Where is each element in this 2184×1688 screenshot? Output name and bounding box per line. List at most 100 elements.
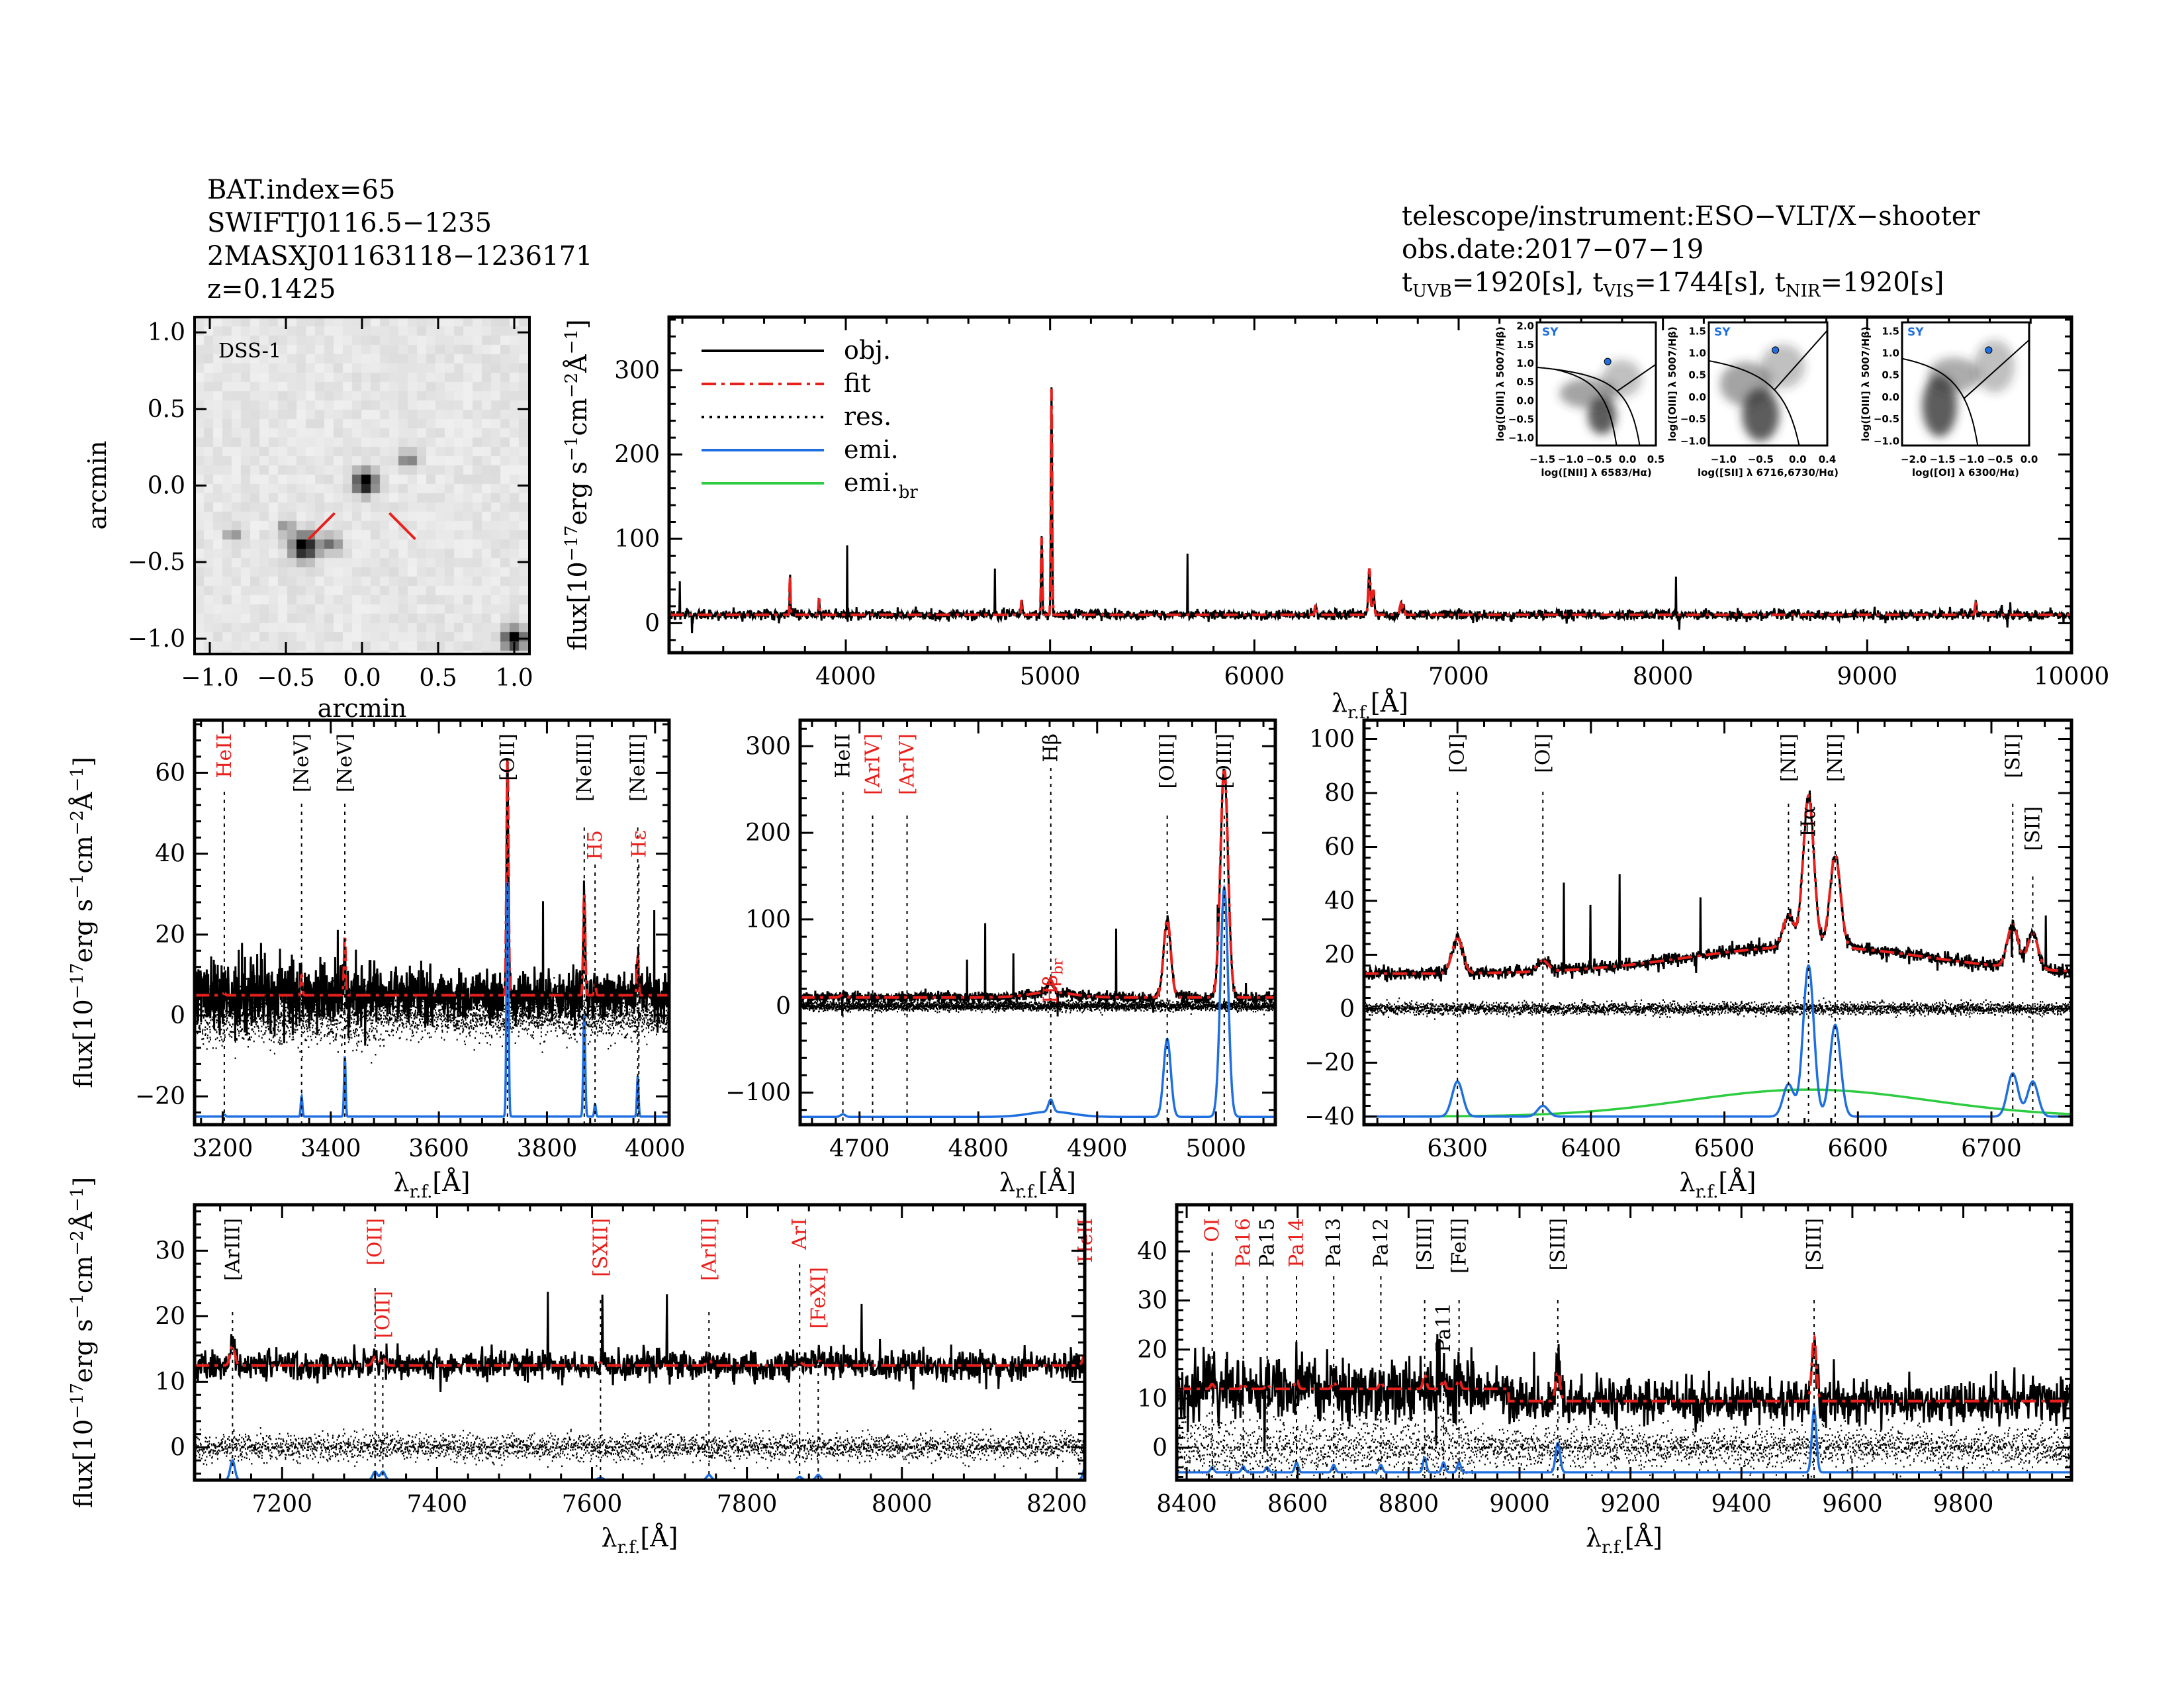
seyfert-liner-line — [1963, 339, 2029, 399]
bpt-x-tick-label: 0.5 — [1647, 453, 1665, 465]
x-tick-label: 9000 — [1837, 663, 1898, 690]
residual-points — [195, 1427, 1085, 1470]
exp-uvb-band: UVB — [1412, 281, 1452, 301]
bpt-y-tick-label: 0.5 — [1516, 376, 1534, 388]
line-label: [NeIII] — [573, 733, 596, 802]
emi-component — [1364, 964, 2071, 1118]
bpt-diagrams: SY−1.5 −1.0 −0.5 0.0 0.5−1.0−0.50.00.51.01.5… — [1494, 320, 2038, 479]
x-tick-label: 4800 — [948, 1135, 1009, 1162]
bpt-inset-1: SY−1.5 −1.0 −0.5 0.0 0.5−1.0−0.50.00.51.01.5… — [1494, 320, 1665, 479]
x-tick-label: 5000 — [1185, 1135, 1246, 1162]
y-tick-label: 20 — [155, 921, 185, 949]
dss-xlabel: arcmin — [318, 694, 407, 723]
bpt-y-tick-label: −0.5 — [1680, 413, 1706, 425]
line-label: Hβbr — [1040, 959, 1067, 1004]
x-tick-label: 9600 — [1822, 1491, 1883, 1518]
y-tick-label: 0 — [776, 993, 791, 1020]
telescope-instrument: telescope/instrument:ESO−VLT/X−shooter — [1402, 201, 1980, 232]
panel-nir: OI Pa16 Pa15 Pa14 Pa13 Pa12 [SIII] Pa11 [FeII] [S… — [1137, 1203, 2073, 1558]
y-tick-label: 0 — [645, 610, 660, 637]
x-tick-label: 7400 — [407, 1491, 468, 1518]
y-tick-label: 10 — [1137, 1385, 1167, 1413]
line-label: [ArIV] — [896, 733, 919, 795]
line-label: [SXII] — [589, 1218, 612, 1277]
redshift: z=0.1425 — [207, 274, 336, 305]
x-tick-label: 6400 — [1561, 1135, 1621, 1162]
line-label: [OI] — [1531, 733, 1555, 773]
bpt-x-tick-label: −1.0 — [1958, 453, 1984, 465]
x-tick-label: 9000 — [1489, 1491, 1550, 1518]
x-tick-label: 7600 — [562, 1491, 623, 1518]
x-tick-label: 8200 — [1026, 1491, 1087, 1518]
exp-vis-band: VIS — [1602, 281, 1634, 301]
x-tick-label: 8000 — [1633, 663, 1694, 690]
exposure-times: tUVB=1920[s], tVIS=1744[s], tNIR=1920[s] — [1402, 267, 1944, 301]
exp-uvb-value: =1920[s], — [1452, 267, 1592, 298]
bpt-x-tick-label: −1.0 — [1558, 453, 1584, 465]
bpt-y-tick-label: −0.5 — [1508, 414, 1534, 426]
dss-y-tick-label: 1.0 — [148, 319, 185, 346]
emi-component — [800, 884, 1275, 1118]
line-label: Pa13 — [1322, 1218, 1345, 1268]
x-tick-label: 3400 — [300, 1135, 361, 1162]
bpt-x-tick-label: −1.5 — [1930, 453, 1956, 465]
y-tick-label: 100 — [1309, 726, 1355, 753]
plot-area — [669, 387, 2071, 633]
seyfert-liner-line — [1617, 363, 1656, 392]
line-label: [ArIV] — [861, 733, 884, 795]
dss-tick — [195, 317, 529, 654]
header-right: telescope/instrument:ESO−VLT/X−shooter o… — [1402, 201, 1980, 301]
y-tick-label: 200 — [745, 820, 791, 847]
bpt-x-label: log([OI] λ 6300/Hα) — [1912, 467, 2019, 479]
exp-vis-t: t — [1592, 267, 1603, 298]
panel-frame — [798, 718, 1277, 1127]
x-tick-label: 6500 — [1694, 1135, 1755, 1162]
residual-points — [1177, 1394, 2071, 1480]
bpt-y-tick-label: 0.0 — [1688, 391, 1706, 403]
line-label: [FeXI] — [807, 1267, 830, 1329]
line-label: Hα — [1797, 806, 1821, 837]
line-label: [OII] — [364, 1218, 387, 1266]
line-label: [SIII] — [1547, 1218, 1570, 1271]
swift-name: SWIFTJ0116.5−1235 — [207, 208, 492, 238]
dss-y-tick-label: 0.0 — [148, 473, 185, 500]
x-axis-label: λr.f.[Å] — [1332, 688, 1408, 723]
bpt-y-tick-label: −1.0 — [1680, 435, 1706, 447]
bpt-class-label: SY — [1542, 326, 1559, 339]
y-tick-label: 0 — [170, 1002, 185, 1029]
obj-spectrum — [1177, 1334, 2071, 1452]
y-tick-label: 60 — [1324, 833, 1355, 861]
line-label: Pa16 — [1232, 1218, 1255, 1268]
x-tick-label: 7000 — [1428, 663, 1489, 690]
fit-spectrum — [800, 765, 1275, 999]
bpt-x-tick-label: −1.5 — [1529, 453, 1555, 465]
y-tick-label: 30 — [1137, 1288, 1167, 1315]
source-point — [1604, 357, 1612, 365]
dss-x-tick-label: 1.0 — [495, 665, 533, 692]
x-tick-label: 5000 — [1020, 663, 1081, 690]
exp-vis-value: =1744[s], — [1634, 267, 1774, 298]
dss-frame — [193, 316, 531, 655]
dss-axes: DSS-1 arcmin arcmin −1.0 −1.0 −0.5 −0.5 0.0 0… — [83, 316, 533, 723]
y-tick-label: 40 — [1324, 888, 1355, 915]
bpt-inset-3: SY−2.0 −1.5 −1.0 −0.5 0.0−1.0−0.50.00.51.01.… — [1860, 321, 2038, 479]
y-axis-label: flux[10−17erg s−1cm−2Å−1] — [68, 757, 98, 1088]
panel-frame — [1362, 718, 2073, 1127]
line-label: [FeII] — [1448, 1218, 1471, 1274]
bpt-inset-2: SY −1.0 −0.5 0.0 0.4 −1.0 −0.5 0.0 0.5 1.0 1.5 log(… — [1666, 321, 1839, 479]
y-tick-label: −40 — [1304, 1103, 1355, 1131]
y-axis-label: flux[10−17erg s−1cm−2Å−1] — [68, 1177, 98, 1508]
legend: obj. fit res. emi. emi.br — [702, 336, 918, 502]
x-tick-label: 3600 — [408, 1135, 469, 1162]
y-tick-label: 20 — [155, 1303, 185, 1330]
bpt-class-label: SY — [1907, 326, 1924, 339]
legend-label: obj. — [844, 336, 891, 365]
line-label: [OII] — [371, 1291, 394, 1338]
fit-spectrum — [195, 761, 669, 997]
line-label: [OIII] — [1213, 733, 1236, 789]
bpt-x-label: log([SII] λ 6716,6730/Hα) — [1698, 467, 1839, 479]
bpt-y-tick-label: −1.0 — [1508, 432, 1534, 444]
line-label: [OIII] — [1156, 733, 1179, 789]
exp-uvb-t: t — [1402, 267, 1412, 298]
x-axis-label: λr.f.[Å] — [1680, 1168, 1756, 1202]
